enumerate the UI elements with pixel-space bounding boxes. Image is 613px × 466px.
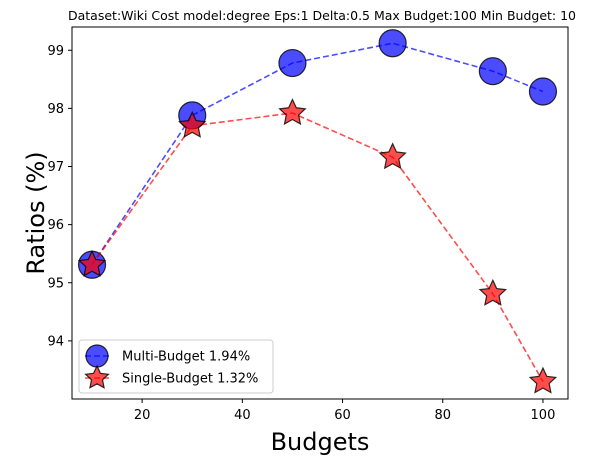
x-tick-label: 20 [134, 408, 151, 423]
data-point-star [178, 110, 207, 138]
data-point-circle [478, 57, 507, 86]
x-tick-label: 100 [531, 408, 556, 423]
y-tick-label: 96 [47, 218, 64, 233]
y-tick-label: 97 [47, 160, 64, 175]
x-axis-label: Budgets [271, 428, 370, 456]
legend-label: Multi-Budget 1.94% [122, 350, 250, 365]
y-axis-label: Ratios (%) [22, 151, 50, 274]
y-tick-label: 95 [47, 276, 64, 291]
legend-label: Single-Budget 1.32% [122, 372, 258, 387]
data-point-star [378, 142, 407, 170]
legend: Multi-Budget 1.94% Single-Budget 1.32% [78, 339, 274, 394]
plot-area [71, 26, 569, 400]
y-axis-ticks: 94 95 96 97 98 99 [47, 44, 72, 349]
x-tick-label: 40 [234, 408, 251, 423]
y-tick-label: 98 [47, 102, 64, 117]
x-tick-label: 60 [334, 408, 351, 423]
data-point-circle [278, 48, 307, 78]
series-layer [77, 29, 558, 394]
legend-marker-circle [85, 344, 109, 368]
y-tick-label: 94 [47, 334, 64, 349]
data-point-circle [378, 29, 407, 58]
x-tick-label: 80 [434, 408, 451, 423]
series-line-1 [91, 112, 544, 382]
series-line-0 [91, 42, 544, 266]
data-point-star [77, 249, 107, 277]
legend-box [78, 339, 274, 394]
x-axis-ticks: 20 40 60 80 100 [134, 399, 555, 423]
data-point-star [278, 98, 307, 126]
data-point-circle [528, 77, 558, 106]
data-point-star [528, 366, 558, 394]
legend-marker-star [84, 364, 110, 389]
y-tick-label: 99 [47, 44, 64, 59]
chart-title: Dataset:Wiki Cost model:degree Eps:1 Del… [68, 8, 576, 23]
data-point-star [478, 278, 508, 306]
